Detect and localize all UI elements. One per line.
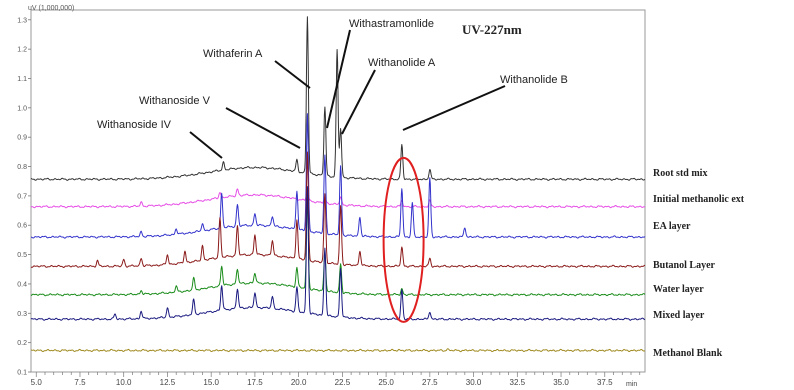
y-tick-label: 1.3	[17, 17, 27, 24]
plot-frame	[30, 9, 646, 373]
trace-0	[30, 16, 646, 181]
y-unit-label: uV (1,000,000)	[28, 5, 74, 12]
legend-entry: Root std mix	[653, 168, 707, 179]
y-tick-label: 1.2	[17, 47, 27, 54]
traces	[30, 16, 646, 353]
x-tick-label: 22.5	[335, 378, 351, 387]
y-tick-label: 0.7	[17, 193, 27, 200]
chart-title: UV-227nm	[462, 22, 522, 37]
x-tick-label: 5.0	[31, 378, 43, 387]
annotation-pointer	[225, 107, 301, 149]
x-tick-label: 32.5	[510, 378, 526, 387]
y-tick-label: 1.1	[17, 76, 27, 83]
trace-3	[30, 151, 646, 268]
x-tick-label: 10.0	[116, 378, 132, 387]
plot-border	[30, 9, 646, 373]
legend-entry: EA layer	[653, 221, 691, 232]
y-axis: 1.3 1.2 1.1 1.0 0.9 0.8 0.7 0.6 0.5 0.4 0.3 0.2 0.1	[17, 17, 31, 377]
x-axis: 5.0 7.5 10.0 12.5 15.0 17.5 20.0 22.5 25.0 27.5 30…	[31, 372, 641, 388]
annotation-pointer	[402, 85, 506, 131]
y-tick-label: 0.4	[17, 281, 27, 288]
annotation-label: Withanoside IV	[97, 119, 172, 131]
x-tick-label: 25.0	[378, 378, 394, 387]
annotation-label: Withastramonlide	[349, 18, 434, 30]
x-tick-label: 17.5	[247, 378, 263, 387]
annotation-label: Withanolide A	[368, 57, 436, 69]
annotations: Withanoside IV Withanoside V Withaferin A W…	[97, 18, 568, 323]
annotation-pointer	[341, 69, 376, 135]
legend-entry: Initial methanolic ext	[653, 194, 745, 205]
trace-6	[30, 348, 646, 353]
x-tick-label: 27.5	[422, 378, 438, 387]
legend-entry: Water layer	[653, 284, 704, 295]
trace-1	[30, 188, 646, 209]
x-tick-label: 35.0	[553, 378, 569, 387]
y-tick-label: 0.9	[17, 135, 27, 142]
y-tick-label: 0.3	[17, 311, 27, 318]
legend-entry: Methanol Blank	[653, 348, 723, 359]
x-tick-label: 7.5	[74, 378, 86, 387]
x-tick-label: 20.0	[291, 378, 307, 387]
y-tick-label: 0.1	[17, 370, 27, 377]
legend-entry: Mixed layer	[653, 310, 705, 321]
annotation-pointer	[274, 60, 311, 89]
x-tick-label: 37.5	[597, 378, 613, 387]
legend: Root std mix Initial methanolic ext EA lay…	[653, 168, 745, 359]
annotation-pointer	[189, 131, 223, 159]
trace-2	[30, 113, 646, 239]
x-tick-label: 30.0	[466, 378, 482, 387]
x-tick-label: 12.5	[160, 378, 176, 387]
legend-entry: Butanol Layer	[653, 260, 716, 271]
highlight-ellipse	[382, 156, 425, 323]
annotation-label: Withanoside V	[139, 95, 211, 107]
y-tick-label: 0.2	[17, 340, 27, 347]
trace-4	[30, 199, 646, 297]
trace-5	[30, 186, 646, 321]
y-tick-label: 0.6	[17, 223, 27, 230]
annotation-pointer	[326, 29, 351, 129]
x-unit-label: min	[626, 381, 637, 388]
y-tick-label: 0.5	[17, 252, 27, 259]
annotation-label: Withaferin A	[203, 48, 263, 60]
annotation-label: Withanolide B	[500, 74, 568, 86]
x-tick-label: 15.0	[203, 378, 219, 387]
y-tick-label: 1.0	[17, 105, 27, 112]
y-tick-label: 0.8	[17, 164, 27, 171]
